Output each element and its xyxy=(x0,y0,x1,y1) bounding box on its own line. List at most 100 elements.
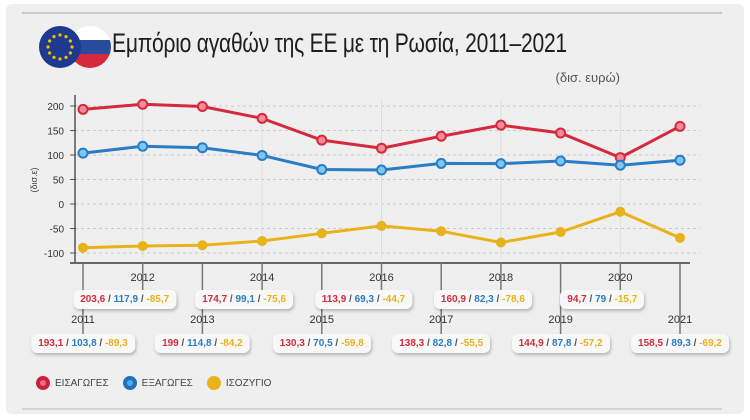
data-point xyxy=(376,164,387,176)
data-point xyxy=(376,142,387,154)
year-label: 2013 xyxy=(190,314,215,326)
value-label: -89,3 xyxy=(104,338,128,349)
value-box: 203,6 / 117,9 / -85,7 xyxy=(73,290,177,309)
value-label: 158,5 xyxy=(638,338,664,349)
data-point xyxy=(316,134,328,146)
legend-label: ΕΙΣΑΓΩΓΕΣ xyxy=(55,377,109,389)
value-label: 70,5 xyxy=(313,338,333,349)
value-label: -55,5 xyxy=(460,338,484,349)
value-label: 130,3 xyxy=(279,338,305,349)
value-label: 89,3 xyxy=(671,338,691,349)
data-point xyxy=(495,237,506,248)
data-point xyxy=(77,103,89,115)
year-label: 2014 xyxy=(249,272,275,284)
value-label: 117,9 xyxy=(113,294,139,305)
value-label: 144,9 xyxy=(518,338,544,349)
value-label: -69,2 xyxy=(699,338,722,349)
y-tick-label: 200 xyxy=(47,102,64,113)
value-label: 82,8 xyxy=(432,338,453,349)
data-point xyxy=(137,240,148,251)
value-box: 94,7 / 79 / -15,7 xyxy=(560,290,645,309)
data-point xyxy=(137,98,149,110)
value-label: -15,7 xyxy=(614,294,638,305)
data-point xyxy=(78,242,88,253)
value-label: 79 xyxy=(595,294,607,305)
year-label: 2021 xyxy=(667,314,693,326)
chart-subtitle: (δισ. ευρώ) xyxy=(555,70,620,85)
data-point xyxy=(196,100,208,112)
year-label: 2018 xyxy=(488,272,514,284)
legend-item-imports: ΕΙΣΑΓΩΓΕΣ xyxy=(36,376,109,390)
data-point xyxy=(614,159,626,171)
data-point xyxy=(137,140,149,152)
data-point xyxy=(256,112,268,124)
value-label: 94,7 xyxy=(567,294,587,305)
exports-marker-icon xyxy=(122,376,137,390)
data-point xyxy=(674,120,686,132)
value-box: 113,9 / 69,3 / -44,7 xyxy=(314,290,413,309)
top-divider xyxy=(22,12,722,14)
data-point xyxy=(257,236,268,247)
data-point xyxy=(316,163,328,175)
value-label: -84,2 xyxy=(219,338,243,349)
balance-marker-icon xyxy=(206,376,221,390)
value-label: 99,1 xyxy=(235,294,255,305)
y-tick-label: 150 xyxy=(47,127,64,138)
chart-title: Εμπόριο αγαθών της ΕΕ με τη Ρωσία, 2011–… xyxy=(112,28,567,58)
value-box: 193,1 / 103,8 / -89,3 xyxy=(31,334,135,353)
value-label: 193,1 xyxy=(38,338,64,349)
data-point xyxy=(196,142,208,154)
value-label: 87,8 xyxy=(551,338,572,349)
value-label: -85,7 xyxy=(146,294,170,305)
year-label: 2012 xyxy=(130,272,155,284)
value-box: 158,5 / 89,3 / -69,2 xyxy=(631,334,729,353)
year-label: 2011 xyxy=(71,314,95,326)
y-axis-label: (δισ.ε) xyxy=(29,167,39,192)
value-label: 82,3 xyxy=(474,294,494,305)
data-point xyxy=(256,149,268,161)
value-label: 113,9 xyxy=(321,294,347,305)
value-label: -44,7 xyxy=(382,294,406,305)
value-label: 138,3 xyxy=(399,338,425,349)
imports-marker-icon xyxy=(36,376,50,390)
data-point xyxy=(376,220,387,231)
data-point xyxy=(316,228,327,239)
data-point xyxy=(555,227,566,238)
value-label: 103,8 xyxy=(71,338,97,349)
value-label: -57,2 xyxy=(579,338,603,349)
value-label: 199 xyxy=(162,338,179,349)
legend-label: ΙΣΟΖΥΓΙΟ xyxy=(225,377,272,389)
value-label: -59,8 xyxy=(340,338,364,349)
data-point xyxy=(495,158,507,170)
legend-item-balance: ΙΣΟΖΥΓΙΟ xyxy=(206,376,272,390)
value-label: 160,9 xyxy=(440,294,466,305)
year-label: 2015 xyxy=(309,314,335,326)
year-label: 2017 xyxy=(428,314,454,326)
data-point xyxy=(435,157,447,169)
value-label: 174,7 xyxy=(202,294,228,305)
eu-russia-flags-icon xyxy=(39,26,111,68)
data-point xyxy=(555,155,567,167)
legend-label: ΕΞΑΓΩΓΕΣ xyxy=(141,377,193,389)
value-box: 160,9 / 82,3 / -78,6 xyxy=(433,290,532,309)
value-label: 114,8 xyxy=(187,338,212,349)
value-box: 138,3 / 82,8 / -55,5 xyxy=(392,334,491,353)
data-point xyxy=(197,240,208,251)
y-tick-label: 0 xyxy=(58,200,64,211)
y-tick-label: -50 xyxy=(50,225,65,236)
value-box: 199 / 114,8 / -84,2 xyxy=(155,334,250,353)
value-label: 69,3 xyxy=(354,294,375,305)
data-point xyxy=(436,226,447,237)
year-label: 2020 xyxy=(608,272,633,284)
legend: ΕΙΣΑΓΩΓΕΣ ΕΞΑΓΩΓΕΣ ΙΣΟΖΥΓΙΟ xyxy=(36,376,271,390)
data-point xyxy=(555,127,567,139)
value-label: 203,6 xyxy=(80,294,106,305)
value-label: -75,6 xyxy=(263,294,287,305)
y-tick-label: 100 xyxy=(47,151,64,162)
y-tick-label: 50 xyxy=(53,176,65,187)
value-label: -78,6 xyxy=(502,294,525,305)
data-point xyxy=(495,119,507,131)
data-point xyxy=(675,232,685,243)
data-point xyxy=(77,147,89,159)
